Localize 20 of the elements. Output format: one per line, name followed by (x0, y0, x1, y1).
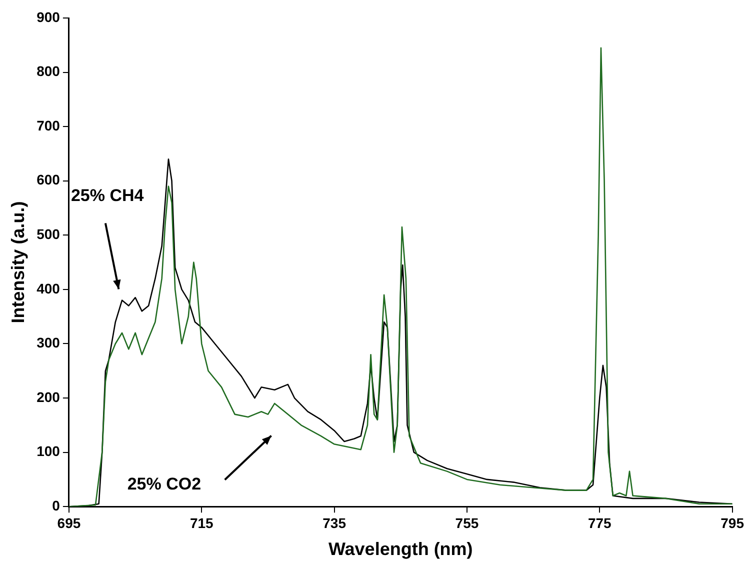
x-tick-label: 755 (455, 514, 479, 531)
x-tick-label: 775 (588, 514, 612, 531)
x-tick-label: 715 (190, 514, 214, 531)
x-tick-label: 795 (720, 514, 744, 531)
series-label: 25% CH4 (70, 186, 144, 206)
y-tick-label: 500 (36, 226, 60, 242)
y-tick-label: 0 (52, 497, 60, 514)
series-label: 25% CO2 (127, 474, 202, 494)
x-tick-label: 695 (57, 514, 81, 531)
y-tick-label: 300 (36, 334, 60, 351)
x-axis-title: Wavelength (nm) (328, 539, 473, 560)
y-tick-label: 600 (36, 172, 60, 188)
y-tick-label: 100 (36, 443, 60, 460)
x-tick-label: 735 (322, 514, 346, 531)
y-tick-label: 800 (36, 63, 60, 80)
y-tick-label: 400 (36, 280, 60, 296)
y-tick-label: 900 (36, 8, 60, 25)
y-tick-label: 200 (36, 388, 60, 405)
y-axis-title: Intensity (a.u.) (8, 201, 28, 324)
y-tick-label: 700 (36, 117, 60, 134)
